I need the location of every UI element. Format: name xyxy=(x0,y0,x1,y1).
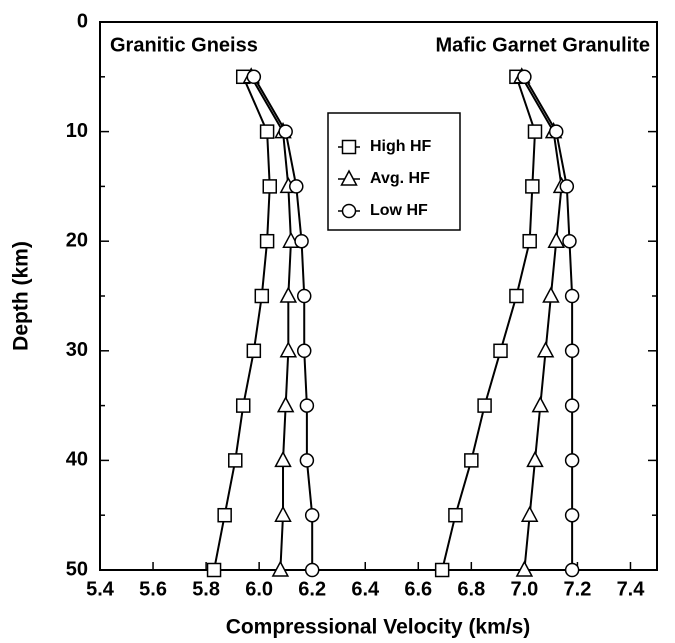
series-line xyxy=(250,76,292,571)
marker xyxy=(274,505,292,522)
x-tick-label: 6.2 xyxy=(298,578,326,600)
x-tick-label: 6.8 xyxy=(457,578,485,600)
series-line xyxy=(441,76,536,571)
annotation: Granitic Gneiss xyxy=(110,34,258,56)
y-tick-label: 50 xyxy=(66,558,88,580)
marker xyxy=(206,562,222,578)
series-line xyxy=(520,76,563,571)
series-line xyxy=(523,76,574,570)
marker xyxy=(564,507,580,523)
marker xyxy=(517,69,532,85)
marker xyxy=(477,398,492,413)
y-tick-label: 20 xyxy=(66,229,88,251)
marker xyxy=(246,69,262,85)
marker xyxy=(564,343,580,359)
x-tick-label: 5.6 xyxy=(139,578,167,600)
legend-label: Avg. HF xyxy=(370,170,430,187)
legend-label: High HF xyxy=(370,138,432,155)
marker xyxy=(542,286,560,303)
marker xyxy=(289,179,304,194)
y-tick-label: 30 xyxy=(66,339,88,361)
marker xyxy=(279,286,298,303)
x-tick-label: 5.8 xyxy=(192,578,220,600)
y-axis-label: Depth (km) xyxy=(10,241,33,351)
marker xyxy=(509,288,524,304)
x-tick-label: 7.4 xyxy=(617,578,646,600)
x-tick-label: 7.0 xyxy=(510,578,538,600)
marker xyxy=(278,124,293,139)
marker xyxy=(274,450,292,468)
marker xyxy=(522,233,537,249)
marker xyxy=(294,233,309,249)
series-line xyxy=(213,76,271,571)
legend-marker xyxy=(340,169,358,186)
x-tick-label: 6.0 xyxy=(245,578,273,600)
x-tick-label: 6.6 xyxy=(404,578,432,600)
marker xyxy=(564,288,580,304)
legend-marker xyxy=(341,203,357,219)
marker xyxy=(296,288,312,304)
x-tick-label: 5.4 xyxy=(86,578,115,600)
marker xyxy=(464,453,479,468)
series-line xyxy=(252,76,314,570)
marker xyxy=(548,124,564,139)
marker xyxy=(228,453,243,468)
marker xyxy=(254,288,270,304)
marker xyxy=(531,396,550,413)
marker xyxy=(279,341,298,358)
marker xyxy=(448,507,463,523)
marker xyxy=(296,343,312,359)
y-tick-label: 40 xyxy=(66,449,88,471)
marker xyxy=(515,560,534,577)
marker xyxy=(525,179,540,194)
x-axis-label: Compressional Velocity (km/s) xyxy=(226,616,531,639)
marker xyxy=(564,453,580,468)
marker xyxy=(493,343,508,359)
marker xyxy=(271,560,290,577)
marker xyxy=(564,398,580,413)
marker xyxy=(527,124,543,139)
marker xyxy=(562,233,577,249)
marker xyxy=(434,562,450,578)
marker xyxy=(246,343,262,359)
y-tick-label: 10 xyxy=(66,120,88,142)
x-tick-label: 6.4 xyxy=(351,578,380,600)
legend-label: Low HF xyxy=(370,202,428,219)
y-tick-label: 0 xyxy=(77,10,88,32)
annotation: Mafic Garnet Granulite xyxy=(436,34,651,56)
marker xyxy=(217,507,232,523)
marker xyxy=(304,562,320,578)
x-tick-label: 7.2 xyxy=(564,578,592,600)
marker xyxy=(536,341,555,358)
marker xyxy=(299,398,315,413)
marker xyxy=(564,562,580,578)
marker xyxy=(526,450,544,468)
marker xyxy=(304,507,320,523)
marker xyxy=(262,179,278,194)
marker xyxy=(559,179,575,194)
marker xyxy=(235,398,251,413)
legend-marker xyxy=(341,139,357,155)
marker xyxy=(299,453,315,468)
marker xyxy=(547,231,565,248)
marker xyxy=(259,233,275,249)
marker xyxy=(520,505,539,522)
marker xyxy=(276,396,295,413)
marker xyxy=(259,124,275,139)
